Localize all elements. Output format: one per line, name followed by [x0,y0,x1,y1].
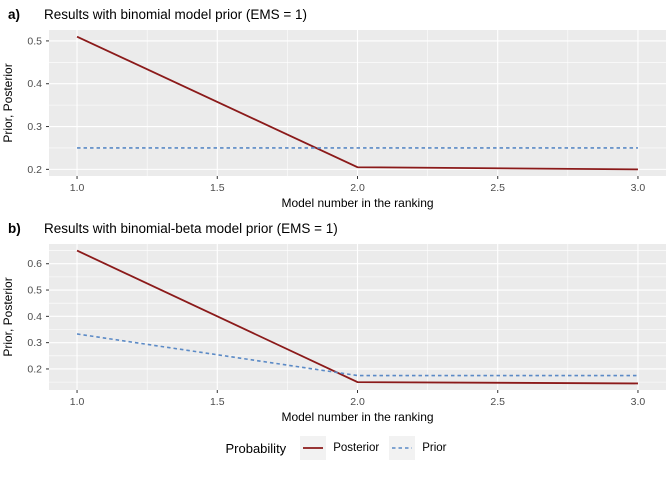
x-tick-label: 2.5 [490,182,505,194]
legend: Probability Posterior Prior [0,424,672,460]
y-tick-label: 0.2 [27,164,42,176]
panel-a-title-text: Results with binomial model prior (EMS =… [44,7,307,22]
x-axis-title: Model number in the ranking [281,410,433,424]
x-tick-label: 2.5 [490,396,505,408]
y-tick-label: 0.4 [27,78,42,90]
x-tick-label: 1.5 [210,182,225,194]
legend-title: Probability [225,440,287,456]
prior-line [76,333,638,377]
x-tick-label: 2.0 [350,182,365,194]
axis-ticks [46,40,639,179]
panel-b-chart: 1.0 1.5 2.0 2.5 3.0 0.2 0.3 0.4 0.5 0.6 Model numb… [1,244,666,424]
legend-item-posterior: Posterior [300,436,379,460]
panel-a-letter: a) [8,7,21,22]
x-tick-label: 3.0 [631,396,646,408]
y-tick-label: 0.2 [27,363,42,375]
x-tick-label: 1.0 [70,182,85,194]
x-tick-label: 1.5 [210,396,225,408]
legend-label-posterior: Posterior [333,442,380,454]
panel-b-letter: b) [8,221,21,236]
posterior-line [76,35,638,171]
legend-label-prior: Prior [422,442,447,454]
major-gridlines [49,30,666,176]
panel-b-title-text: Results with binomial-beta model prior (… [44,221,338,236]
panel-a-chart: 1.0 1.5 2.0 2.5 3.0 0.2 0.3 0.4 0.5 Model number … [1,30,666,210]
posterior-key-icon [300,436,327,460]
y-tick-label: 0.3 [27,337,42,349]
x-tick-label: 2.0 [350,396,365,408]
y-tick-label: 0.5 [27,285,42,297]
panel-a-title: a) Results with binomial model prior (EM… [0,0,672,24]
y-tick-label: 0.4 [27,311,42,323]
axis-ticks [46,263,639,393]
prior-key-icon [389,436,416,460]
y-axis-title: Prior, Posterior [1,63,15,142]
posterior-line [76,249,638,385]
x-tick-label: 3.0 [631,182,646,194]
panel-b-title: b) Results with binomial-beta model prio… [0,210,672,238]
y-axis-title: Prior, Posterior [1,277,15,356]
y-tick-label: 0.3 [27,121,42,133]
major-gridlines [49,244,666,390]
x-tick-label: 1.0 [70,396,85,408]
y-tick-label: 0.5 [27,35,42,47]
legend-item-prior: Prior [389,436,447,460]
y-tick-label: 0.6 [27,258,42,270]
x-axis-title: Model number in the ranking [281,196,433,210]
